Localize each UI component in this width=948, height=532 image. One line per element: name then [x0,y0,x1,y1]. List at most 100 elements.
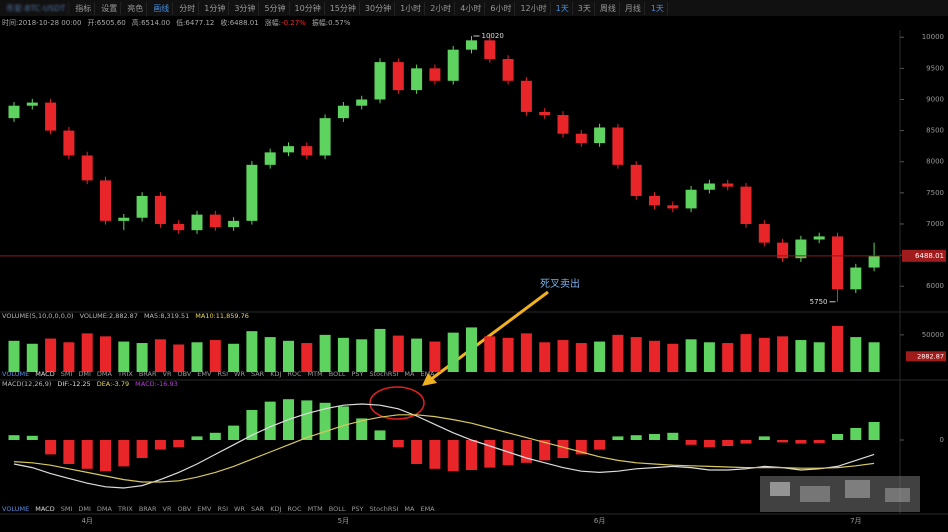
header-text[interactable]: BRAR [139,505,157,513]
period-button[interactable]: 6小时 [487,1,516,15]
period-button[interactable]: 15分钟 [327,1,360,15]
candle-body [484,40,496,60]
header-text[interactable]: BOLL [329,370,346,378]
x-tick-label: 6月 [594,517,605,525]
header-text[interactable]: VR [163,370,172,378]
symbol[interactable]: 币安-BTC-USDT [3,1,70,15]
info-item: 开:6505.60 [87,19,126,27]
header-text[interactable]: EMA [420,505,435,513]
candle-body [118,217,130,221]
toolbar-button[interactable]: 亮色 [124,1,148,15]
volume-bar [283,340,294,372]
period-button[interactable]: 12小时 [517,1,551,15]
period-button[interactable]: 1天 [553,1,573,15]
header-text[interactable]: ROC [287,370,302,378]
period-button[interactable]: 2小时 [427,1,456,15]
period-select[interactable]: 1天 [648,1,668,15]
header-text[interactable]: WR [234,505,245,513]
current-volume-box [906,351,946,362]
volume-bar [850,337,862,372]
macd-bar [63,440,75,464]
period-button[interactable]: 月线 [622,1,645,15]
volume-bar [703,342,715,372]
volume-bar [118,341,130,372]
period-button[interactable]: 10分钟 [292,1,325,15]
volume-bar [301,343,313,372]
header-text[interactable]: VR [163,505,172,513]
candle-body [337,105,349,119]
period-button[interactable]: 1小时 [397,1,426,15]
period-button[interactable]: 分时 [176,1,200,15]
header-text[interactable]: SAR [251,505,265,513]
volume-bar [740,334,752,372]
header-text[interactable]: OBV [177,505,191,513]
volume-bar [722,343,734,372]
macd-bar [8,435,20,440]
header-text[interactable]: StochRSI [370,505,399,513]
header-text[interactable]: DMI [78,370,91,378]
volume-bar [758,337,770,372]
macd-bar [392,440,404,448]
macd-bar [777,440,789,443]
header-text[interactable]: BRAR [139,370,157,378]
header-text[interactable]: EMA [420,370,435,378]
header-text[interactable]: TRIX [117,370,133,378]
header-text[interactable]: OBV [177,370,191,378]
candle-body [575,133,587,144]
header-text[interactable]: SMI [61,505,73,513]
period-button[interactable]: 4小时 [457,1,486,15]
header-text[interactable]: MTM [308,370,323,378]
header-text[interactable]: MACD [35,505,54,513]
header-text[interactable]: KDJ [270,505,281,513]
header-text[interactable]: VOLUME [2,505,29,513]
period-button[interactable]: 30分钟 [362,1,396,15]
macd-bar [411,440,423,464]
y-tick-label: 9000 [926,95,944,103]
header-text[interactable]: TRIX [117,505,133,513]
header-text[interactable]: RSI [217,505,228,513]
header-text[interactable]: MA [404,370,415,378]
candle-body [850,267,862,290]
volume-bar [228,343,240,372]
header-text[interactable]: MACD [35,370,54,378]
toolbar-button[interactable]: 画线 [150,1,174,15]
current-volume-label: 2882.87 [917,352,944,360]
header-text[interactable]: DMA [97,505,113,513]
volume-bar [429,341,441,372]
candle-body [722,183,734,187]
current-price-box [902,249,946,262]
header-text[interactable]: SMI [61,370,73,378]
header-text[interactable]: BOLL [329,505,346,513]
info-item: 振幅:0.57% [311,19,351,27]
header-text[interactable]: WR [234,370,245,378]
header-text[interactable]: MA [404,505,415,513]
x-tick-label: 4月 [81,517,92,525]
header-text[interactable]: DMA [97,370,113,378]
info-change: -0.27% [281,19,306,27]
header-text[interactable]: PSY [351,370,363,378]
candle-body [813,236,825,240]
header-text[interactable]: KDJ [270,370,281,378]
macd-bar [685,440,697,445]
period-button[interactable]: 5分钟 [261,1,290,15]
volume-bar [539,342,551,372]
period-button[interactable]: 3天 [575,1,595,15]
header-text[interactable]: RSI [217,370,228,378]
header-text[interactable]: ROC [287,505,302,513]
header-text: MA5:8,319.51 [144,312,189,320]
header-text[interactable]: EMV [197,370,212,378]
header-text[interactable]: PSY [351,505,363,513]
toolbar-button[interactable]: 设置 [98,1,122,15]
header-text[interactable]: DMI [78,505,91,513]
toolbar-button[interactable]: 指标 [72,1,96,15]
header-text[interactable]: StochRSI [370,370,399,378]
macd-bar [484,440,496,468]
period-button[interactable]: 周线 [597,1,620,15]
period-button[interactable]: 1分钟 [201,1,230,15]
period-button[interactable]: 3分钟 [231,1,260,15]
header-text[interactable]: SAR [251,370,265,378]
header-text[interactable]: EMV [197,505,212,513]
header-text[interactable]: VOLUME [2,370,29,378]
header-text[interactable]: MTM [308,505,323,513]
